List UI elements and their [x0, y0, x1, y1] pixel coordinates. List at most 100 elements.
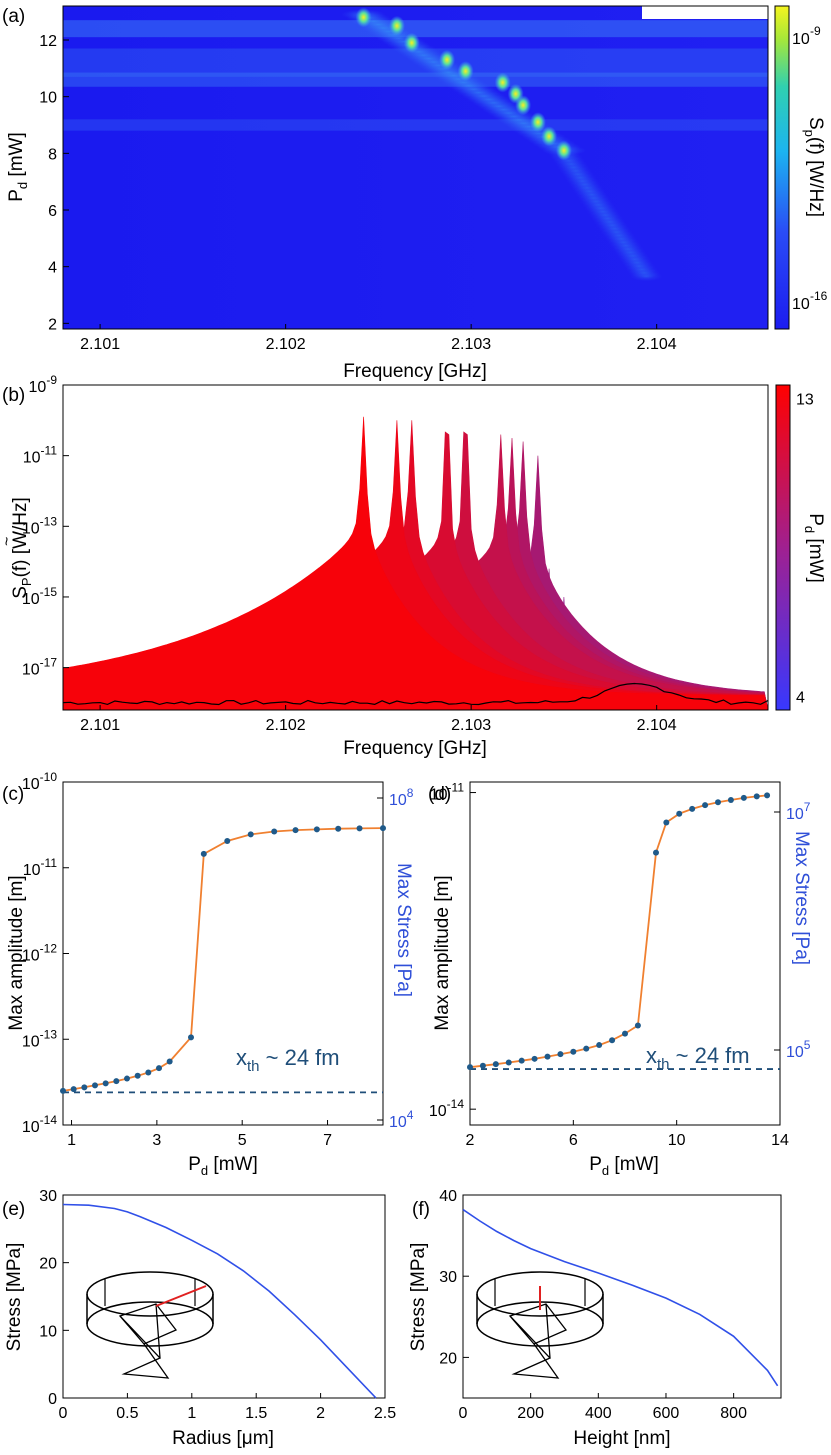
panel-d-y-ticks: 10-11 10-14: [429, 781, 476, 1120]
panel-e-y-tick-label: 0: [48, 1391, 57, 1408]
panel-b-colorbar-label: Pd [mW]: [802, 513, 826, 583]
amplitude-marker: [70, 1086, 77, 1093]
panel-b-y-ticks: 10-9 10-11 10-13 10-15 10-17: [22, 373, 69, 679]
panel-e-plot: [62, 1203, 377, 1399]
panel-a-y-ticks: 2 4 6 8 10 12: [39, 33, 69, 333]
panel-f-label: (f): [412, 1199, 430, 1220]
panel-d-x-tick-label: 2: [466, 1132, 475, 1149]
amplitude-marker: [188, 1034, 194, 1041]
amplitude-marker: [518, 1057, 525, 1064]
amplitude-marker: [380, 825, 386, 832]
stress-line: [462, 1208, 779, 1387]
amplitude-marker: [727, 797, 734, 804]
panel-f-y-tick-label: 20: [439, 1350, 457, 1367]
panel-f-frame: [462, 1194, 782, 1399]
panel-a-colorbar-tick-base: 10: [792, 31, 810, 48]
panel-c-label: (c): [2, 784, 24, 805]
panel-e-x-tick-label: 1.5: [245, 1405, 267, 1422]
amplitude-marker: [740, 794, 747, 801]
panel-b-frame: [62, 384, 769, 711]
panel-c-plot: [60, 825, 386, 1094]
panel-e-stress-radius: (e) 0 0.5 1 1.5 2 2.5 0 10 20 30 Radius [μm] Str…: [2, 1188, 396, 1449]
panel-e-label: (e): [2, 1199, 25, 1220]
amplitude-marker: [60, 1087, 66, 1094]
amplitude-marker: [634, 1022, 641, 1029]
panel-d-y-tick-label: 10-11: [430, 781, 465, 804]
panel-a-colorbar-label: Sp(f) [W/Hz]: [802, 117, 826, 217]
amplitude-marker: [134, 1072, 141, 1079]
panel-c-threshold-annotation: xth ~ 24 fm: [236, 1045, 340, 1075]
panel-a-colorbar-tick-exp: -16: [810, 289, 828, 303]
heatmap-peak: [355, 7, 372, 28]
panel-d-y-axis-label: Max amplitude [m]: [432, 875, 453, 1030]
panel-b-spectra: (b) 2.101 2.102 2.103 2.104 10-910-1110-131…: [0, 373, 826, 759]
panel-f-x-tick-label: 200: [517, 1405, 544, 1422]
amplitude-marker: [200, 850, 207, 857]
panel-a-y-tick-label: 12: [39, 33, 57, 50]
panel-c-x-axis-label: Pd [mW]: [188, 1154, 258, 1178]
heatmap-peak: [529, 112, 546, 133]
heatmap-band: [63, 72, 768, 87]
amplitude-marker: [335, 825, 342, 832]
amplitude-marker: [715, 799, 721, 806]
panel-f-y-ticks: 20 30 40: [439, 1188, 469, 1367]
panel-b-colorbar-tick-label: 4: [796, 690, 805, 707]
panel-d-x-ticks: 2 6 10 14: [466, 1120, 789, 1149]
panel-b-label: (b): [2, 385, 25, 406]
panel-d-label: (d): [428, 784, 451, 805]
panel-e-x-tick-label: 1: [187, 1405, 196, 1422]
amplitude-marker: [544, 1053, 551, 1060]
heatmap-peak: [494, 72, 511, 93]
panel-e-x-tick-label: 0.5: [116, 1405, 138, 1422]
amplitude-marker: [166, 1058, 173, 1065]
amplitude-marker: [753, 793, 760, 800]
spectrum-trace: [63, 416, 768, 710]
heatmap-band: [63, 20, 768, 38]
panel-a-y-tick-label: 2: [48, 316, 57, 333]
amplitude-marker: [145, 1069, 152, 1076]
stress-line: [62, 1203, 377, 1399]
panel-b-x-tick-label: 2.101: [80, 717, 120, 734]
panel-a-x-axis-label: Frequency [GHz]: [343, 361, 487, 382]
panel-b-y-tick-label: 10-15: [22, 585, 57, 608]
amplitude-marker: [102, 1080, 109, 1087]
resonator-inset-height: [476, 1271, 604, 1379]
panel-a-x-tick-label: 2.101: [80, 336, 120, 353]
heatmap-peak: [388, 15, 405, 36]
panel-f-x-axis-label: Height [nm]: [573, 1428, 670, 1449]
panel-c-right-ticks: 108 104: [377, 786, 414, 1131]
panel-d-threshold-annotation: xth ~ 24 fm: [646, 1043, 750, 1073]
panel-a-x-ticks: 2.101 2.102 2.103 2.104: [80, 324, 677, 353]
panel-b-x-ticks: 2.101 2.102 2.103 2.104: [80, 705, 677, 734]
panel-b-x-tick-label: 2.102: [266, 717, 306, 734]
panel-f-x-ticks: 0 200 400 600 800: [459, 1393, 747, 1422]
panel-d-right-tick-label: 105: [786, 1038, 811, 1061]
amplitude-marker: [702, 802, 709, 809]
panel-c-y-tick-label: 10-10: [22, 770, 57, 793]
panel-c-right-tick-label: 108: [389, 786, 414, 809]
panel-e-x-axis-label: Radius [μm]: [172, 1428, 274, 1449]
panel-d-amplitude: (d) 2 6 10 14 10-11 10-14 107 105 Pd [mW] Max…: [428, 781, 812, 1178]
amplitude-marker: [492, 1061, 499, 1068]
panel-e-x-tick-label: 2: [316, 1405, 325, 1422]
panel-b-y-axis-label: SP(f) [W/Hz]: [10, 497, 34, 599]
panel-c-y-tick-label: 10-13: [22, 1027, 57, 1050]
panel-d-x-tick-label: 10: [668, 1132, 686, 1149]
radius-highlight: [155, 1285, 207, 1307]
heatmap-peak: [555, 140, 572, 161]
panel-c-right-axis-label: Max Stress [Pa]: [393, 863, 414, 997]
panel-c-y-ticks: 10-10 10-11 10-12 10-13 10-14: [22, 770, 69, 1136]
heatmap-peak: [541, 126, 558, 147]
panel-a-y-tick-label: 4: [48, 260, 57, 277]
panel-c-x-tick-label: 3: [152, 1132, 161, 1149]
heatmap-area: [63, 6, 768, 329]
heatmap-unmeasured-region: [642, 6, 768, 19]
heatmap-peak: [515, 95, 532, 116]
panel-b-y-tick-label: 10-13: [22, 514, 57, 537]
panel-c-x-tick-label: 5: [238, 1132, 247, 1149]
panel-e-y-axis-label: Stress [MPa]: [4, 1243, 25, 1352]
panel-a-y-tick-label: 8: [48, 146, 57, 163]
panel-c-right-tick-label: 104: [389, 1108, 414, 1131]
panel-d-x-tick-label: 6: [569, 1132, 578, 1149]
panel-c-y-tick-label: 10-14: [22, 1113, 57, 1136]
